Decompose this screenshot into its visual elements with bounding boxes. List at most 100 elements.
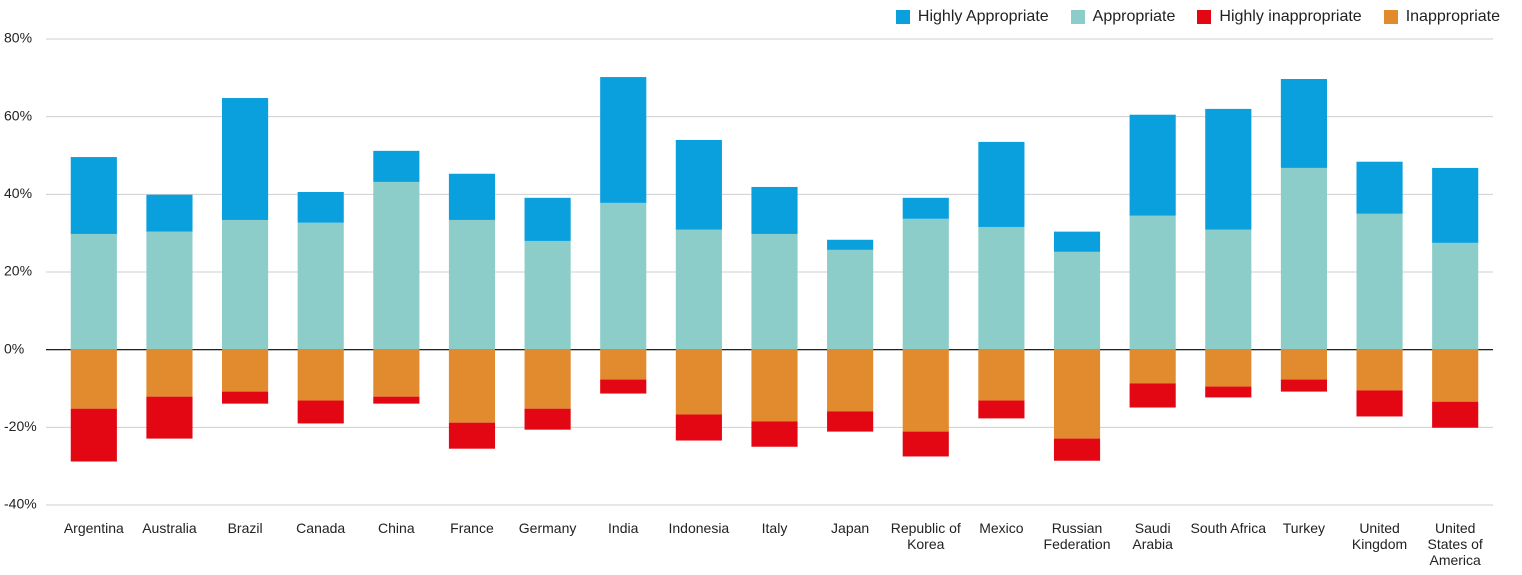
x-tick-label: Japan	[831, 520, 870, 536]
bar-segment	[600, 202, 647, 350]
bar-segment	[70, 349, 117, 409]
bar-segment	[222, 391, 269, 404]
legend-item: Highly Appropriate	[895, 8, 1049, 26]
x-tick-label: Italy	[761, 520, 788, 536]
y-tick-label: 80%	[4, 30, 32, 46]
bar-segment	[1129, 114, 1176, 216]
bar-segment	[1356, 349, 1403, 391]
bar-segment	[978, 400, 1025, 419]
bar-segment	[373, 396, 420, 404]
bar-segment	[978, 349, 1025, 401]
bar-segment	[827, 411, 874, 432]
bar-segment	[1432, 242, 1479, 350]
x-tick-label: United States of America	[1427, 520, 1483, 568]
bar-segment	[675, 349, 722, 415]
bar-segment	[675, 139, 722, 230]
bar-segment	[1053, 251, 1101, 350]
bar-segment	[373, 181, 420, 350]
bar-segment	[146, 194, 193, 232]
x-tick-label: Indonesia	[668, 520, 730, 536]
bar-segment	[70, 408, 117, 462]
bar-segment	[1129, 215, 1176, 350]
bar-segment	[1205, 229, 1252, 350]
bar-segment	[1432, 349, 1479, 402]
bar-segment	[600, 349, 647, 380]
x-tick-label: United Kingdom	[1351, 520, 1408, 552]
legend-label: Highly inappropriate	[1219, 8, 1362, 25]
bar-segment	[902, 431, 949, 457]
x-tick-label: Republic of Korea	[890, 520, 961, 552]
bar-segment	[675, 414, 722, 441]
bar-segment	[524, 408, 571, 430]
x-tick-label: Saudi Arabia	[1132, 520, 1173, 552]
bar-segment	[222, 98, 269, 220]
bar-segment	[1129, 349, 1176, 384]
bar-segment	[373, 150, 420, 182]
bar-segment	[902, 197, 949, 219]
bar-segment	[222, 219, 269, 350]
legend-label: Highly Appropriate	[917, 8, 1049, 25]
bar-segment	[524, 349, 571, 409]
bar-segment	[448, 422, 496, 449]
bar-segment	[827, 349, 874, 412]
y-tick-label: 40%	[4, 185, 32, 201]
bar-segment	[1432, 401, 1479, 428]
bar-segment	[1205, 349, 1252, 387]
bar-segment	[297, 192, 344, 223]
x-tick-label: China	[378, 520, 415, 536]
bar-segment	[902, 349, 949, 432]
bar-segment	[70, 157, 117, 234]
bar-segment	[524, 240, 571, 350]
bar-segment	[978, 226, 1025, 350]
bar-segment	[524, 197, 571, 241]
bar-segment	[448, 173, 496, 220]
x-tick-label: Turkey	[1282, 520, 1326, 536]
bar-segment	[751, 421, 798, 447]
bar-segment	[600, 379, 647, 394]
bar-segment	[297, 222, 344, 350]
legend-swatch	[1197, 10, 1212, 24]
x-tick-label: Germany	[518, 520, 577, 536]
bar-segment	[1280, 349, 1327, 380]
bar-segment	[1356, 390, 1403, 417]
legend-swatch	[1070, 10, 1085, 24]
bar-segment	[1205, 108, 1252, 230]
y-tick-label: -40%	[4, 496, 37, 512]
bar-segment	[827, 239, 874, 250]
bar-segment	[751, 233, 798, 350]
x-tick-label: Mexico	[979, 520, 1024, 536]
bar-segment	[1053, 438, 1101, 461]
bar-segment	[146, 349, 193, 397]
bar-segment	[373, 349, 420, 397]
bar-segment	[1280, 379, 1327, 392]
bar-segment	[902, 218, 949, 350]
y-tick-label: 0%	[4, 340, 24, 356]
bar-segment	[297, 400, 344, 424]
bar-segment	[600, 77, 647, 203]
bar-segment	[297, 349, 344, 401]
bar-segment	[222, 349, 269, 392]
x-tick-label: South Africa	[1190, 520, 1267, 536]
x-tick-label: Australia	[142, 520, 197, 536]
legend-label: Inappropriate	[1405, 8, 1500, 25]
legend-label: Appropriate	[1092, 8, 1176, 25]
x-tick-label: India	[608, 520, 639, 536]
bar-segment	[1432, 167, 1479, 243]
bar-segment	[1280, 167, 1327, 350]
x-tick-label: Argentina	[63, 520, 124, 536]
bar-segment	[751, 349, 798, 422]
x-tick-label: Brazil	[227, 520, 263, 536]
bar-segment	[827, 249, 874, 350]
bar-segment	[1356, 213, 1403, 350]
legend-item: Appropriate	[1070, 8, 1176, 26]
legend-swatch	[1383, 10, 1398, 24]
y-tick-label: 60%	[4, 107, 32, 123]
legend-swatch	[895, 10, 910, 24]
bar-segment	[448, 349, 496, 423]
bar-segment	[978, 141, 1025, 227]
legend-item: Inappropriate	[1383, 8, 1500, 26]
x-tick-label: Russian Federation	[1043, 520, 1111, 552]
bar-segment	[146, 231, 193, 350]
bar-segment	[70, 233, 117, 350]
